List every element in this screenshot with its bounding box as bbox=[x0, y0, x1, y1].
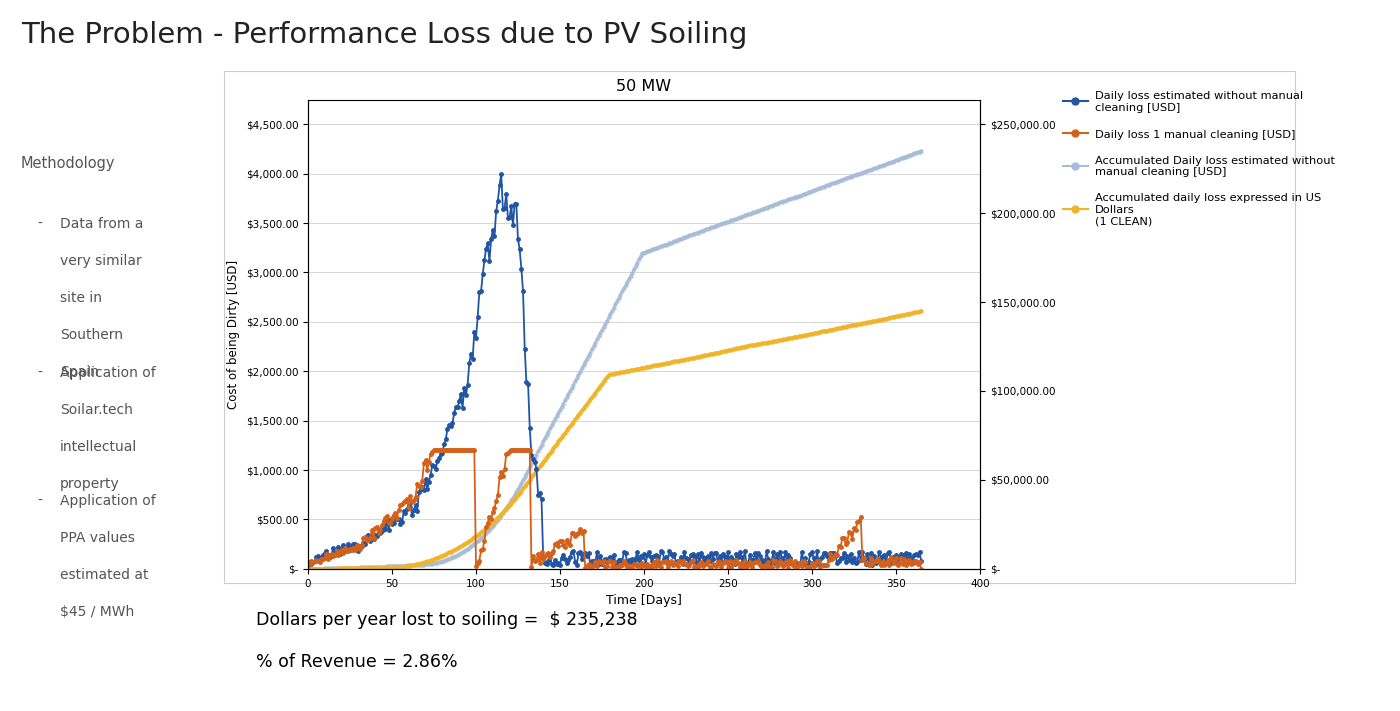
Text: intellectual: intellectual bbox=[60, 440, 137, 454]
Text: estimated at: estimated at bbox=[60, 568, 148, 582]
Legend: Daily loss estimated without manual
cleaning [USD], Daily loss 1 manual cleaning: Daily loss estimated without manual clea… bbox=[1063, 91, 1334, 226]
X-axis label: Time [Days]: Time [Days] bbox=[606, 594, 682, 607]
Text: $45 / MWh: $45 / MWh bbox=[60, 605, 134, 619]
Text: -: - bbox=[38, 494, 42, 508]
Text: Application of: Application of bbox=[60, 366, 155, 380]
Text: Dollars per year lost to soiling =  $ 235,238: Dollars per year lost to soiling = $ 235… bbox=[256, 611, 638, 629]
Text: property: property bbox=[60, 477, 120, 491]
Text: -: - bbox=[38, 217, 42, 231]
Y-axis label: Cost of being Dirty [USD]: Cost of being Dirty [USD] bbox=[227, 260, 239, 409]
Text: very similar: very similar bbox=[60, 254, 141, 268]
Text: Application of: Application of bbox=[60, 494, 155, 508]
Title: 50 MW: 50 MW bbox=[616, 79, 672, 94]
Text: Data from a: Data from a bbox=[60, 217, 144, 231]
Text: PPA values: PPA values bbox=[60, 531, 134, 545]
Text: Spain: Spain bbox=[60, 365, 99, 379]
Text: The Problem - Performance Loss due to PV Soiling: The Problem - Performance Loss due to PV… bbox=[21, 21, 748, 49]
Text: Methodology: Methodology bbox=[21, 156, 115, 171]
Text: % of Revenue = 2.86%: % of Revenue = 2.86% bbox=[256, 653, 458, 670]
Text: -: - bbox=[38, 366, 42, 380]
Text: Southern: Southern bbox=[60, 328, 123, 342]
Text: site in: site in bbox=[60, 291, 102, 305]
Text: Soilar.tech: Soilar.tech bbox=[60, 403, 133, 417]
